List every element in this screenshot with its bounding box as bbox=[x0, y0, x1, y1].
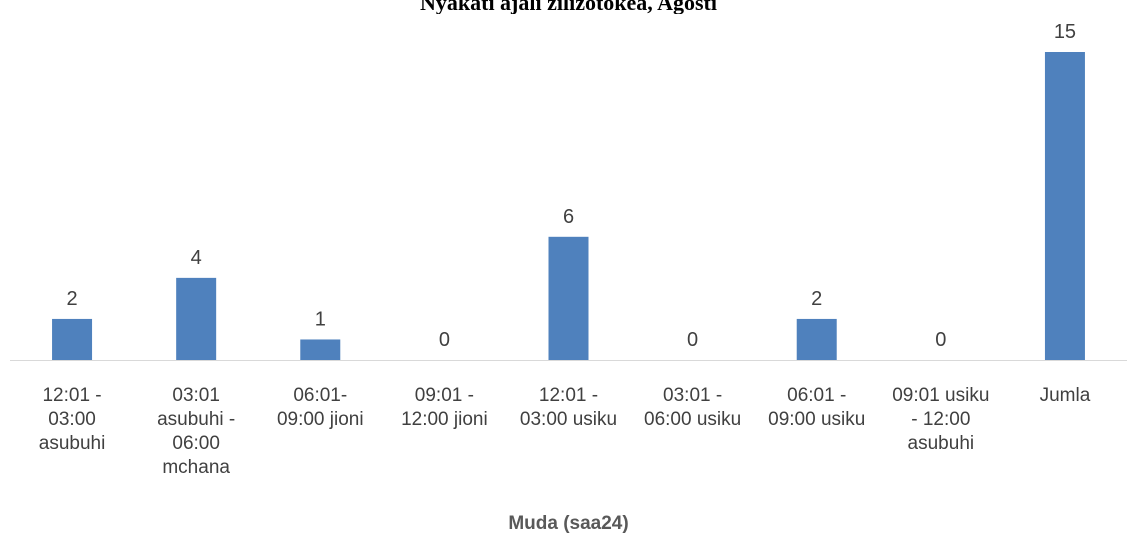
bar-0 bbox=[52, 318, 93, 360]
category-label-2: 06:01- 09:00 jioni bbox=[277, 385, 364, 430]
category-label-7: 09:01 usiku - 12:00 asubuhi bbox=[892, 385, 989, 454]
value-label-5: 0 bbox=[687, 329, 698, 351]
value-label-3: 0 bbox=[439, 329, 450, 351]
value-label-4: 6 bbox=[563, 206, 574, 228]
category-label-line: 06:01- bbox=[293, 385, 347, 406]
category-label-line: 12:01 - bbox=[42, 385, 101, 406]
category-label-line: 03:01 bbox=[172, 385, 220, 406]
category-label-line: asubuhi bbox=[39, 433, 106, 454]
bar-4 bbox=[548, 236, 589, 360]
category-label-line: 03:00 bbox=[48, 409, 96, 430]
value-label-8: 15 bbox=[1054, 21, 1076, 43]
value-label-2: 1 bbox=[315, 308, 326, 330]
bar-2 bbox=[300, 339, 341, 360]
category-label-line: 03:01 - bbox=[663, 385, 722, 406]
category-label-line: asubuhi bbox=[908, 433, 975, 454]
bar-6 bbox=[796, 318, 837, 360]
category-label-line: 06:00 bbox=[172, 433, 220, 454]
category-label-line: asubuhi - bbox=[157, 409, 235, 430]
chart-title: Nyakati ajali zilizotokea, Agosti bbox=[420, 0, 717, 14]
category-label-line: 09:01 - bbox=[415, 385, 474, 406]
value-label-6: 2 bbox=[811, 288, 822, 310]
value-label-0: 2 bbox=[66, 288, 77, 310]
category-label-line: 12:00 jioni bbox=[401, 409, 488, 430]
category-label-line: mchana bbox=[162, 457, 230, 478]
category-labels-group: 12:01 - 03:00 asubuhi 03:01 asubuhi - 06:00 mc… bbox=[39, 385, 1091, 478]
category-label-line: 09:00 usiku bbox=[768, 409, 865, 430]
category-label-1: 03:01 asubuhi - 06:00 mchana bbox=[157, 385, 235, 478]
category-label-5: 03:01 - 06:00 usiku bbox=[644, 385, 741, 430]
value-label-1: 4 bbox=[191, 247, 202, 269]
category-label-line: 06:00 usiku bbox=[644, 409, 741, 430]
category-label-line: 03:00 usiku bbox=[520, 409, 617, 430]
category-label-line: 06:01 - bbox=[787, 385, 846, 406]
bar-8 bbox=[1044, 52, 1085, 360]
category-label-line: - 12:00 bbox=[911, 409, 970, 430]
category-label-3: 09:01 - 12:00 jioni bbox=[401, 385, 488, 430]
bar-1 bbox=[176, 277, 217, 360]
bars-group bbox=[52, 52, 1085, 360]
category-label-6: 06:01 - 09:00 usiku bbox=[768, 385, 865, 430]
category-label-line: 09:00 jioni bbox=[277, 409, 364, 430]
value-label-7: 0 bbox=[935, 329, 946, 351]
category-label-line: 09:01 usiku bbox=[892, 385, 989, 406]
x-axis-title: Muda (saa24) bbox=[508, 513, 628, 534]
chart-title-area: Nyakati ajali zilizotokea, Agosti bbox=[0, 0, 1137, 14]
category-label-0: 12:01 - 03:00 asubuhi bbox=[39, 385, 106, 454]
category-label-8: Jumla bbox=[1040, 385, 1091, 406]
value-labels-group: 2 4 1 0 6 0 2 0 15 bbox=[66, 21, 1076, 351]
category-label-line: Jumla bbox=[1040, 385, 1091, 406]
category-label-line: 12:01 - bbox=[539, 385, 598, 406]
category-label-4: 12:01 - 03:00 usiku bbox=[520, 385, 617, 430]
